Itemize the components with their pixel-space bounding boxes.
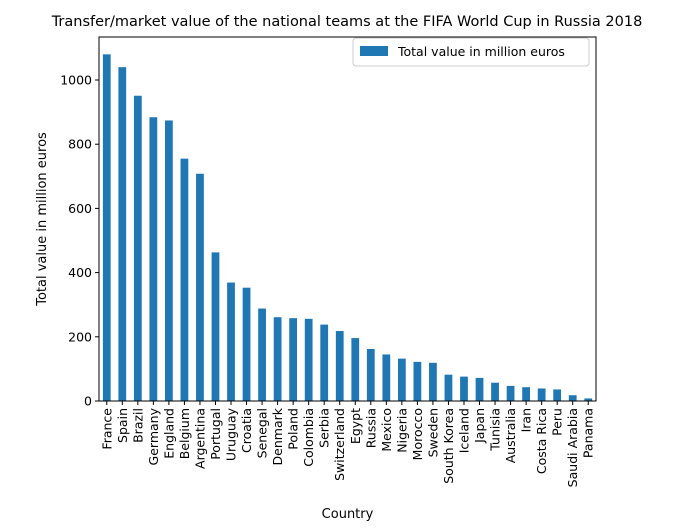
x-tick-label: Saudi Arabia: [565, 408, 580, 487]
bar: [537, 388, 546, 401]
bar: [180, 158, 189, 401]
x-tick-label: Australia: [503, 408, 518, 463]
x-tick-label: Poland: [286, 408, 301, 450]
x-tick-label: Serbia: [317, 408, 332, 448]
x-tick-label: Russia: [363, 408, 378, 448]
x-tick-label: Spain: [115, 408, 130, 443]
x-tick-label: Switzerland: [332, 408, 347, 481]
x-tick-label: Nigeria: [394, 408, 409, 453]
y-axis: 0 200 400 600 800 1000: [60, 73, 99, 409]
bar: [133, 95, 142, 402]
x-tick-label: Uruguay: [224, 407, 239, 461]
bar: [211, 252, 220, 401]
bar: [149, 117, 158, 401]
bar: [444, 374, 453, 401]
x-tick-label: Portugal: [208, 408, 223, 460]
bar: [397, 358, 406, 401]
bar: [584, 398, 593, 401]
bar: [506, 385, 515, 401]
x-tick-label: Morocco: [410, 408, 425, 460]
bar: [118, 67, 127, 401]
bar: [289, 318, 298, 401]
bar: [304, 318, 313, 401]
y-tick-label: 200: [68, 329, 92, 344]
x-tick-label: Mexico: [379, 408, 394, 452]
bar: [351, 338, 360, 401]
x-tick-label: Denmark: [270, 407, 285, 465]
bars-group: [102, 54, 593, 402]
y-tick-label: 800: [68, 137, 92, 152]
y-tick-label: 1000: [60, 73, 92, 88]
bar: [522, 387, 530, 401]
bar: [460, 376, 468, 401]
x-tick-label: Panama: [581, 408, 596, 458]
bar: [475, 377, 484, 401]
bar: [413, 361, 422, 401]
bar: [366, 349, 375, 401]
x-tick-label: Belgium: [177, 408, 192, 459]
x-tick-label: Costa Rica: [534, 408, 549, 474]
bar: [227, 282, 235, 401]
x-tick-label: Brazil: [130, 408, 145, 443]
bar: [568, 395, 577, 401]
x-tick-label: Egypt: [348, 408, 363, 444]
x-tick-label: Japan: [472, 408, 487, 444]
x-tick-label: France: [99, 408, 114, 450]
x-tick-label: South Korea: [441, 408, 456, 484]
bar: [196, 173, 204, 401]
legend-box: [352, 37, 590, 67]
bar: [553, 389, 562, 401]
bar: [429, 362, 437, 401]
chart-title: Transfer/market value of the national te…: [51, 14, 643, 30]
bar: [242, 287, 251, 401]
legend-label: Total value in million euros: [397, 44, 565, 59]
x-axis-label: Country: [322, 507, 374, 522]
x-tick-label: England: [161, 408, 176, 459]
bar: [491, 382, 499, 401]
x-tick-label: Iran: [519, 408, 534, 432]
bar: [273, 317, 282, 401]
legend: Total value in million euros: [352, 37, 590, 67]
x-tick-label: Peru: [550, 408, 565, 436]
legend-swatch: [360, 46, 388, 56]
x-tick-label: Argentina: [192, 408, 207, 469]
x-tick-label: Senegal: [255, 408, 270, 458]
x-tick-label: Iceland: [456, 408, 471, 453]
y-axis-label: Total value in million euros: [35, 132, 50, 307]
y-tick-label: 400: [68, 265, 92, 280]
y-tick-label: 0: [84, 394, 92, 409]
y-tick-label: 600: [68, 201, 92, 216]
bar: [382, 354, 391, 401]
bar: [320, 324, 329, 401]
plot-frame: [98, 36, 597, 402]
x-tick-label: Colombia: [301, 408, 316, 467]
x-tick-label: Croatia: [239, 408, 254, 453]
x-tick-label: Tunisia: [488, 408, 503, 452]
bar: [335, 331, 344, 401]
x-axis: France Spain Brazil Germany England Belgium Ar…: [99, 401, 596, 487]
bar: [102, 54, 111, 401]
x-tick-label: Sweden: [425, 408, 440, 457]
bar: [165, 120, 173, 401]
x-tick-label: Germany: [146, 407, 161, 465]
bar: [258, 308, 266, 401]
